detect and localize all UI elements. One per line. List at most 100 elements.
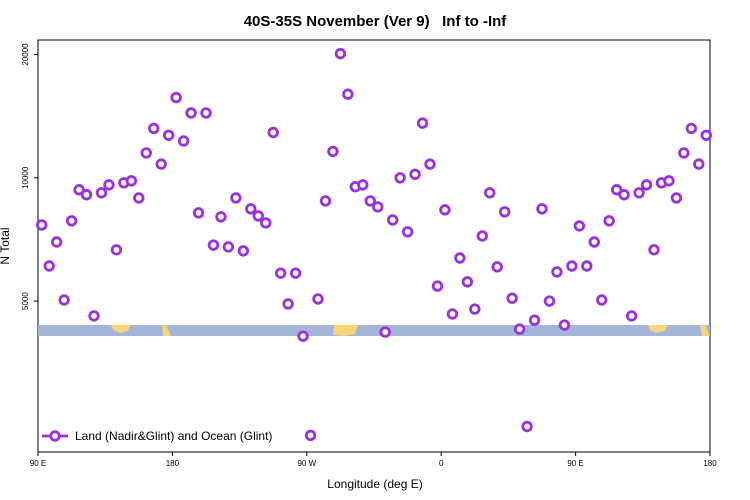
point [506,292,518,304]
point [685,122,698,135]
point [140,147,152,159]
point [43,260,55,272]
point [558,319,571,331]
point [588,236,600,248]
plot-frame [37,39,711,453]
point [148,122,160,135]
point [700,129,712,141]
point [416,117,429,129]
point [357,179,369,191]
x-tick-label: 90 W [297,459,316,468]
point [528,314,541,326]
point [663,175,675,187]
point [297,330,309,342]
point [394,172,406,184]
point [625,310,638,322]
point [342,88,354,100]
point [424,158,436,170]
legend-label: Land (Nadir&Glint) and Ocean (Glint) [75,429,272,443]
point [498,206,511,218]
point [551,266,563,278]
point [222,241,235,253]
point [177,135,190,147]
point [327,145,339,158]
point [207,239,220,251]
land [333,325,358,336]
point [484,187,496,199]
point [170,91,182,104]
x-axis-label: Longitude (deg E) [327,477,422,491]
point [36,219,48,231]
point [334,47,347,60]
land [111,325,130,333]
y-tick-label: 20000 [21,43,30,66]
point [267,126,279,139]
point [125,175,138,187]
point [304,429,317,442]
point [50,236,63,248]
point [162,129,175,141]
point [274,267,287,279]
point [513,323,526,335]
point [88,310,100,322]
point [372,201,384,213]
point [155,158,167,170]
y-tick-label: 10000 [21,166,30,189]
legend-marker [49,430,61,442]
land [162,325,171,336]
point [200,107,212,119]
point [409,168,421,180]
point [80,189,93,201]
point [491,261,503,273]
land [648,325,668,333]
point [401,226,414,238]
point [648,244,660,256]
point [110,244,123,256]
point [319,195,332,207]
point [446,308,459,320]
point [260,217,272,229]
point [603,215,615,227]
point [192,207,205,219]
point [133,192,145,204]
point [103,179,115,191]
point [386,214,399,226]
point [65,215,78,227]
point [536,203,548,215]
point [230,192,242,204]
point [581,260,593,272]
point [73,184,85,196]
point [566,260,578,272]
y-tick-label: 5000 [21,292,30,310]
point [461,276,474,288]
chart-title: 40S-35S November (Ver 9) Inf to -Inf [244,13,508,30]
point [618,189,630,201]
point [670,192,683,204]
point [454,252,466,264]
point [678,147,690,159]
x-tick-label: 90 E [567,459,583,468]
point [521,420,533,433]
point [633,187,645,199]
point [282,298,294,310]
x-tick-label: 180 [166,459,180,468]
x-tick-label: 180 [703,459,717,468]
point [431,280,444,292]
x-tick-label: 0 [439,459,444,468]
land [700,325,710,336]
point [573,220,586,232]
point [215,211,227,223]
point [252,210,264,222]
ocean-band [38,325,710,336]
point [237,245,250,257]
point [58,294,70,306]
point [95,187,108,199]
point [640,179,653,191]
point [245,203,257,215]
point [596,294,608,306]
x-tick-label: 90 E [30,459,46,468]
y-axis-label: N Total [0,227,12,264]
map-strip [38,325,710,336]
point [610,184,623,196]
